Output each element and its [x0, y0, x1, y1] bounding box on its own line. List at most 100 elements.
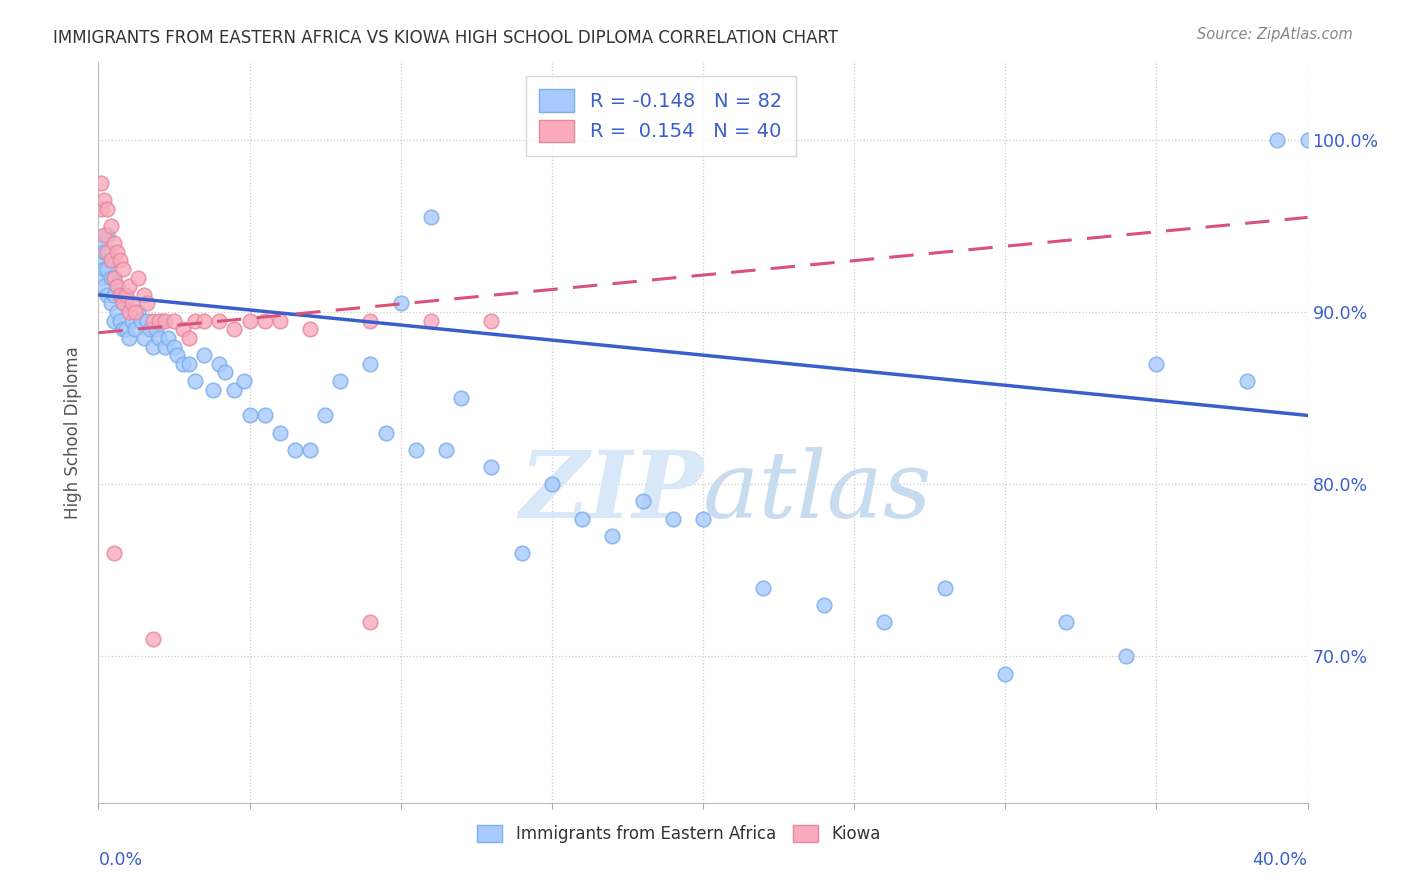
Point	[96, 202, 118, 216]
Point	[111, 322, 134, 336]
Point	[103, 314, 125, 328]
Point	[100, 253, 122, 268]
Point	[108, 288, 131, 302]
Point	[93, 227, 115, 242]
Point	[93, 244, 115, 259]
Text: atlas: atlas	[703, 447, 932, 537]
Point	[284, 442, 307, 457]
Y-axis label: High School Diploma: High School Diploma	[65, 346, 83, 519]
Point	[118, 279, 141, 293]
Point	[93, 193, 115, 207]
Point	[1054, 615, 1077, 629]
Point	[108, 253, 131, 268]
Text: 40.0%: 40.0%	[1253, 851, 1308, 869]
Point	[239, 314, 262, 328]
Point	[121, 296, 143, 310]
Point	[100, 270, 122, 285]
Point	[1236, 374, 1258, 388]
Point	[114, 288, 136, 302]
Point	[142, 314, 165, 328]
Point	[105, 244, 128, 259]
Point	[100, 253, 122, 268]
Point	[124, 322, 146, 336]
Point	[111, 296, 134, 310]
Point	[360, 357, 382, 371]
Point	[105, 279, 128, 293]
Point	[389, 296, 412, 310]
Point	[193, 348, 215, 362]
Point	[103, 270, 125, 285]
Point	[208, 314, 231, 328]
Point	[172, 357, 194, 371]
Point	[269, 314, 291, 328]
Point	[142, 632, 165, 647]
Point	[114, 322, 136, 336]
Point	[631, 494, 654, 508]
Point	[124, 305, 146, 319]
Point	[253, 314, 276, 328]
Point	[118, 305, 141, 319]
Point	[100, 296, 122, 310]
Point	[111, 262, 134, 277]
Point	[108, 314, 131, 328]
Point	[202, 383, 225, 397]
Point	[540, 477, 562, 491]
Point	[118, 305, 141, 319]
Point	[224, 383, 246, 397]
Point	[90, 253, 112, 268]
Point	[90, 202, 112, 216]
Point	[510, 546, 533, 560]
Point	[139, 322, 162, 336]
Point	[692, 512, 714, 526]
Point	[163, 339, 186, 353]
Point	[127, 305, 149, 319]
Point	[148, 314, 170, 328]
Point	[166, 348, 188, 362]
Point	[172, 322, 194, 336]
Point	[299, 322, 322, 336]
Point	[1296, 133, 1319, 147]
Point	[269, 425, 291, 440]
Point	[299, 442, 322, 457]
Point	[873, 615, 896, 629]
Text: IMMIGRANTS FROM EASTERN AFRICA VS KIOWA HIGH SCHOOL DIPLOMA CORRELATION CHART: IMMIGRANTS FROM EASTERN AFRICA VS KIOWA …	[53, 29, 838, 46]
Point	[148, 331, 170, 345]
Point	[90, 176, 112, 190]
Point	[96, 227, 118, 242]
Point	[184, 374, 207, 388]
Point	[405, 442, 427, 457]
Point	[156, 331, 179, 345]
Point	[224, 322, 246, 336]
Point	[602, 529, 624, 543]
Point	[153, 314, 176, 328]
Point	[193, 314, 215, 328]
Point	[127, 270, 149, 285]
Point	[93, 279, 115, 293]
Point	[374, 425, 396, 440]
Legend: Immigrants from Eastern Africa, Kiowa: Immigrants from Eastern Africa, Kiowa	[471, 819, 887, 850]
Point	[420, 211, 443, 225]
Point	[481, 314, 503, 328]
Point	[232, 374, 254, 388]
Point	[150, 314, 173, 328]
Point	[108, 288, 131, 302]
Point	[179, 331, 201, 345]
Point	[129, 314, 152, 328]
Point	[1267, 133, 1289, 147]
Point	[163, 314, 186, 328]
Point	[813, 598, 835, 612]
Point	[96, 288, 118, 302]
Point	[132, 288, 155, 302]
Point	[96, 262, 118, 277]
Point	[934, 581, 956, 595]
Text: ZIP: ZIP	[519, 447, 703, 537]
Point	[90, 270, 112, 285]
Point	[121, 314, 143, 328]
Point	[314, 409, 336, 423]
Point	[114, 296, 136, 310]
Point	[450, 391, 472, 405]
Point	[360, 314, 382, 328]
Point	[481, 460, 503, 475]
Point	[103, 546, 125, 560]
Point	[661, 512, 683, 526]
